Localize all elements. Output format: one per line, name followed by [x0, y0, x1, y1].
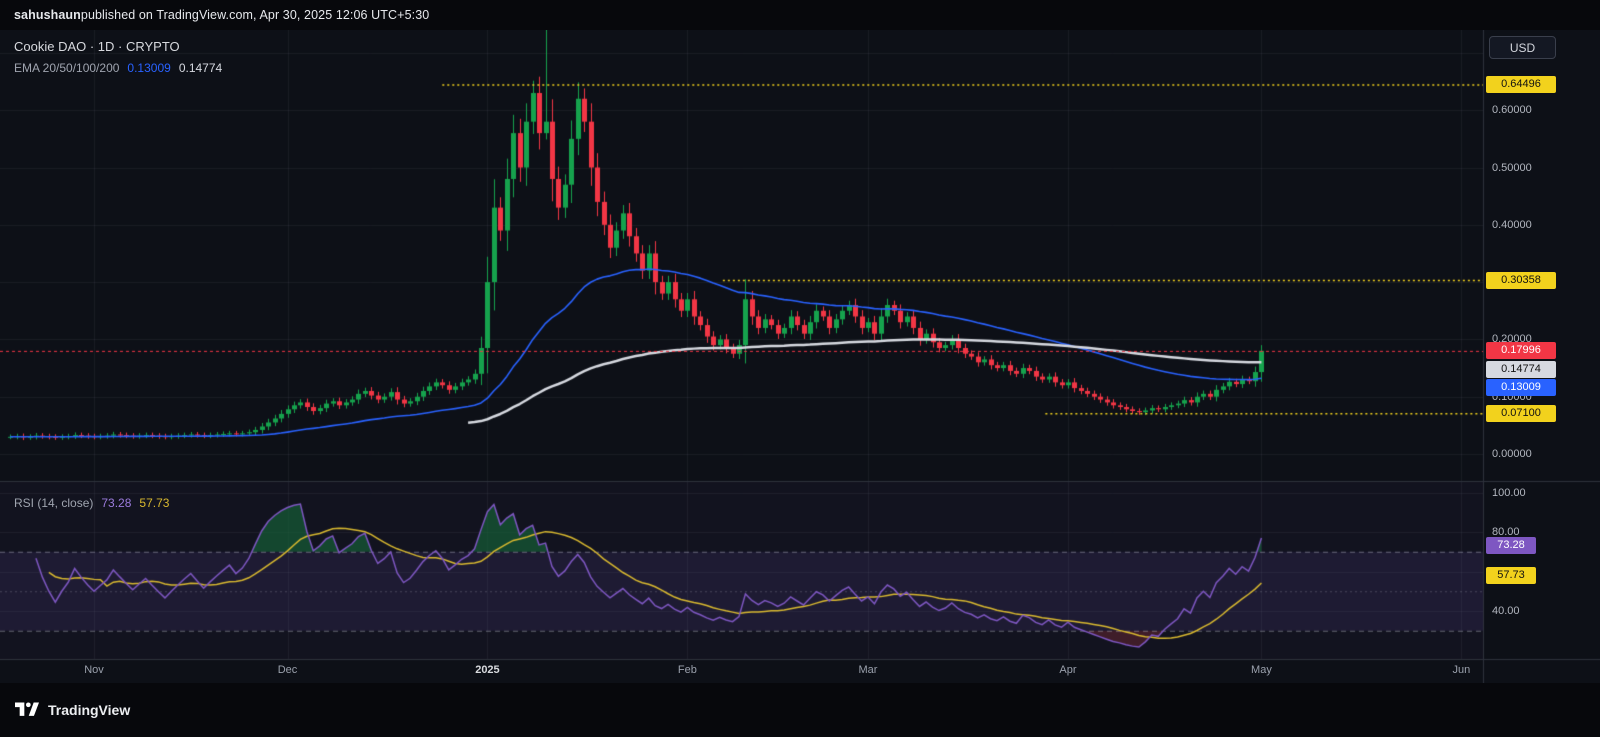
publish-header: sahushaun published on TradingView.com, …	[0, 0, 1600, 30]
rsi-tick: 40.00	[1492, 605, 1520, 617]
publish-text: published on TradingView.com, Apr 30, 20…	[80, 8, 430, 22]
price-axis[interactable]: 0.60000 0.50000 0.40000 0.20000 0.10000 0.000…	[1484, 30, 1600, 683]
rsi-tick: 80.00	[1492, 526, 1520, 538]
rsi-badge: 57.73	[1486, 567, 1536, 585]
tradingview-wordmark[interactable]: TradingView	[48, 702, 131, 718]
rsi-indicator-legend: RSI (14, close) 73.28 57.73	[14, 496, 169, 510]
price-tick: 0.60000	[1492, 104, 1532, 117]
price-badge: 0.13009	[1486, 378, 1556, 396]
time-label: Dec	[277, 664, 298, 676]
time-label: Mar	[858, 664, 878, 676]
ema-value-blue: 0.13009	[127, 61, 171, 75]
rsi-tick: 100.00	[1492, 486, 1526, 499]
time-label: Jun	[1452, 664, 1471, 676]
price-badge: 0.07100	[1486, 404, 1556, 422]
time-axis[interactable]: Nov Dec 2025 Feb Mar Apr May Jun	[0, 659, 1483, 683]
rsi-value-main: 73.28	[101, 496, 132, 510]
rsi-value-ma: 57.73	[139, 496, 170, 510]
time-label: May	[1251, 664, 1272, 676]
chart-legend: Cookie DAO · 1D · CRYPTO EMA 20/50/100/2…	[14, 39, 222, 75]
price-tick: 0.00000	[1492, 448, 1532, 460]
footer: TradingView	[0, 683, 1600, 737]
chart-area: Cookie DAO · 1D · CRYPTO EMA 20/50/100/2…	[0, 30, 1600, 683]
price-badge: 0.30358	[1486, 271, 1556, 289]
publish-author: sahushaun	[14, 8, 81, 22]
time-label: 2025	[475, 664, 500, 676]
tradingview-logo-icon[interactable]	[15, 701, 39, 720]
symbol-title: Cookie DAO · 1D · CRYPTO	[14, 39, 180, 54]
time-label: Apr	[1059, 664, 1077, 676]
time-label: Feb	[677, 664, 697, 676]
price-badge: 0.14774	[1486, 360, 1556, 378]
price-badge: 0.17996	[1486, 342, 1556, 360]
price-badge: 0.64496	[1486, 75, 1556, 93]
currency-button[interactable]: USD	[1489, 36, 1556, 59]
main-chart-canvas[interactable]	[0, 30, 1600, 683]
ema-label: EMA 20/50/100/200	[14, 61, 120, 75]
price-tick: 0.50000	[1492, 161, 1532, 174]
ema-value-white: 0.14774	[178, 61, 223, 75]
ema-indicator-legend: EMA 20/50/100/200 0.13009 0.14774	[14, 61, 222, 75]
price-tick: 0.40000	[1492, 218, 1532, 231]
rsi-badge: 73.28	[1486, 536, 1536, 554]
rsi-label: RSI (14, close)	[14, 496, 94, 510]
time-label: Nov	[84, 664, 104, 676]
